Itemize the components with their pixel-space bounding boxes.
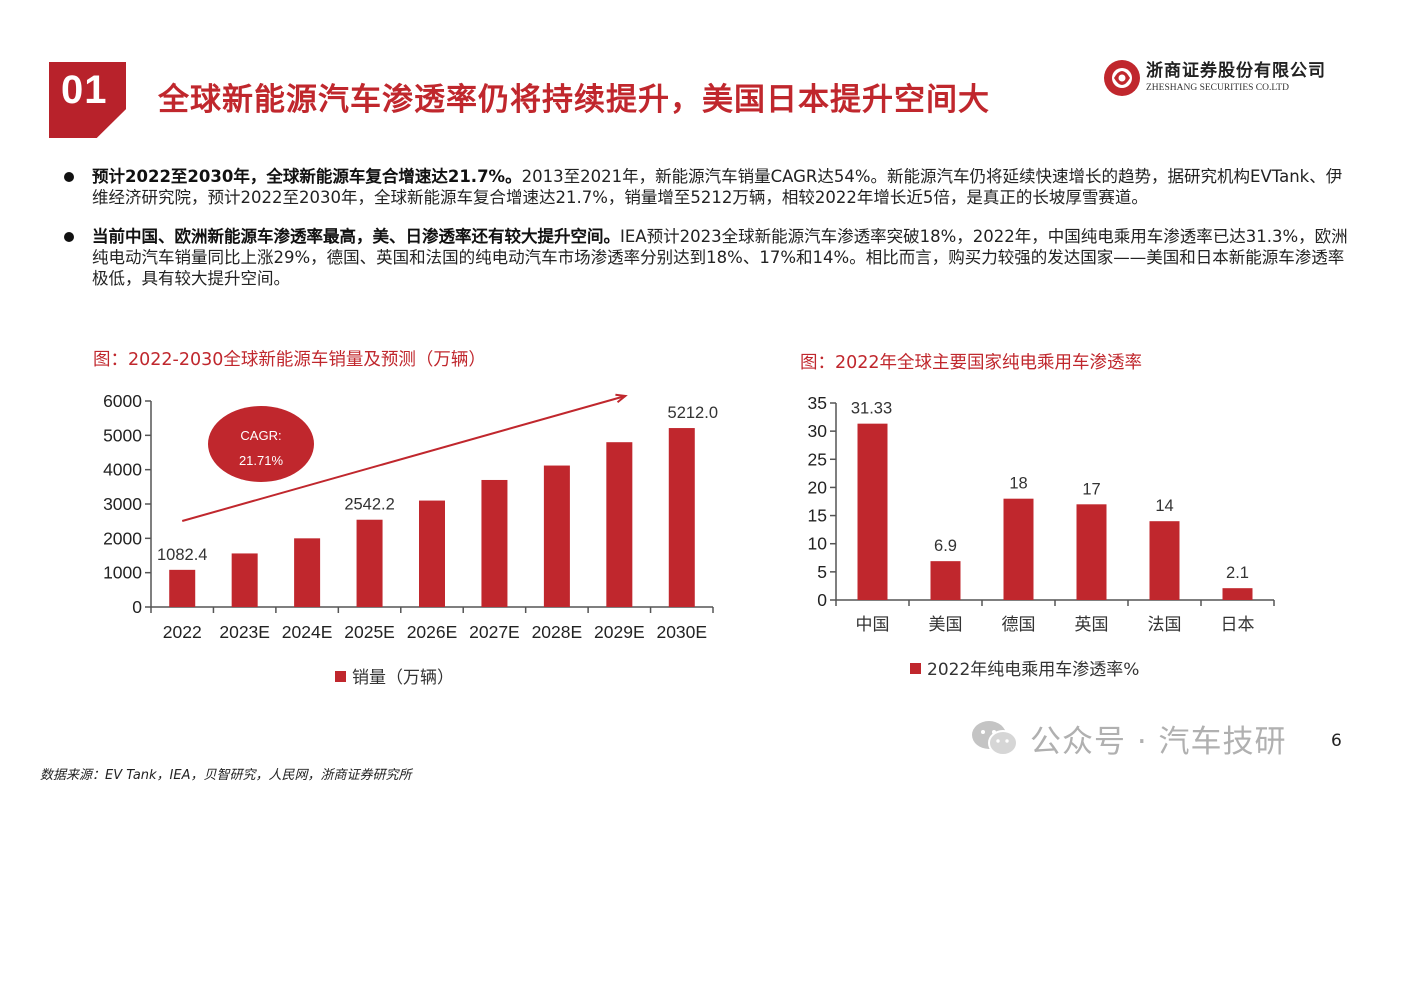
x-category-label: 2023E: [219, 622, 270, 642]
trend-arrow-line: [181, 395, 626, 522]
bar: [930, 561, 961, 600]
section-number: 01: [61, 68, 108, 112]
bullet-text: IEA预计2023全球新能源汽车渗透率突破18%，2022年，中国纯电乘用车渗透…: [92, 227, 1348, 288]
wechat-icon: [972, 721, 1018, 756]
y-tick-label: 20: [808, 477, 828, 497]
bar: [294, 538, 321, 607]
bar: [356, 519, 383, 607]
bullet-item: 预计2022至2030年，全球新能源车复合增速达21.7%。2013至2021年…: [60, 166, 1350, 208]
y-tick-label: 0: [817, 590, 827, 610]
legend-label: 2022年纯电乘用车渗透率%: [927, 660, 1140, 680]
cagr-label: CAGR:: [240, 428, 282, 443]
bar: [857, 423, 888, 600]
bar: [1003, 498, 1034, 600]
data-label: 17: [1082, 480, 1100, 498]
y-tick-label: 1000: [103, 563, 142, 583]
page-title: 全球新能源汽车渗透率仍将持续提升，美国日本提升空间大: [158, 82, 990, 118]
x-category-label: 2028E: [532, 622, 583, 642]
y-tick-label: 35: [808, 393, 827, 413]
chart-title-penetration: 图：2022年全球主要国家纯电乘用车渗透率: [800, 353, 1143, 373]
data-label: 5212.0: [668, 404, 718, 422]
legend-label: 销量（万辆）: [352, 668, 454, 688]
x-category-label: 2025E: [344, 622, 395, 642]
bar: [543, 465, 570, 607]
x-category-label: 2027E: [469, 622, 520, 642]
bar: [169, 569, 196, 607]
y-tick-label: 30: [808, 421, 828, 441]
sales-bar-chart: 0 1000 2000 3000 4000 5000 6000 2022 1082.4 2023E…: [103, 391, 718, 642]
data-label: 1082.4: [157, 546, 207, 564]
bar: [1076, 504, 1107, 600]
data-label: 14: [1155, 497, 1173, 515]
data-label: 18: [1009, 475, 1027, 493]
data-label: 31.33: [851, 400, 892, 418]
trend-arrow-head-icon: [615, 393, 628, 404]
legend-penetration: 2022年纯电乘用车渗透率%: [910, 655, 1139, 680]
x-category-label: 英国: [1075, 615, 1109, 635]
bar: [231, 553, 258, 607]
bar: [1222, 588, 1253, 600]
penetration-bar-chart: 0 5 10 15 20 25 30 35 中国 31.33 美国 6.9 德国 18 英国 17 法国 14 日本…: [808, 393, 1275, 635]
y-tick-label: 3000: [103, 494, 142, 514]
bar: [606, 442, 633, 607]
bullet-dot-icon: [64, 172, 74, 182]
y-tick-label: 5000: [103, 425, 142, 445]
x-category-label: 德国: [1002, 615, 1036, 635]
y-tick-label: 5: [817, 562, 827, 582]
bullet-item: 当前中国、欧洲新能源车渗透率最高，美、日渗透率还有较大提升空间。IEA预计202…: [60, 226, 1350, 289]
y-tick-label: 10: [808, 534, 828, 554]
bar: [419, 500, 445, 607]
logo-company-name: 浙商证券股份有限公司: [1146, 61, 1326, 81]
y-tick-label: 4000: [103, 460, 142, 480]
bullet-list: 预计2022至2030年，全球新能源车复合增速达21.7%。2013至2021年…: [60, 166, 1350, 307]
x-category-label: 2024E: [282, 622, 333, 642]
cagr-value: 21.71%: [238, 453, 284, 468]
bullet-heading: 预计2022至2030年，全球新能源车复合增速达21.7%。: [92, 167, 522, 186]
data-label: 2.1: [1226, 564, 1249, 582]
bar: [1149, 521, 1180, 600]
x-category-label: 法国: [1148, 615, 1182, 635]
y-tick-label: 25: [808, 449, 827, 469]
watermark-text: 公众号 · 汽车技研: [1030, 724, 1287, 760]
y-tick-label: 0: [132, 597, 142, 617]
section-number-badge: 01: [49, 62, 126, 138]
x-category-label: 2029E: [594, 622, 645, 642]
x-category-label: 2022: [163, 622, 202, 642]
page-number: 6: [1331, 731, 1342, 751]
y-tick-label: 15: [808, 506, 827, 526]
x-category-label: 日本: [1221, 615, 1255, 635]
cagr-annotation-bubble: CAGR: 21.71%: [208, 406, 314, 482]
x-category-label: 中国: [856, 615, 890, 635]
data-label: 6.9: [934, 537, 957, 555]
bullet-heading: 当前中国、欧洲新能源车渗透率最高，美、日渗透率还有较大提升空间。: [92, 227, 620, 246]
y-tick-label: 2000: [103, 528, 142, 548]
data-label: 2542.2: [344, 496, 394, 514]
x-category-label: 2030E: [656, 622, 707, 642]
legend-swatch: [335, 671, 346, 682]
bar: [668, 428, 695, 607]
zheshang-logo-icon: [1104, 60, 1140, 96]
legend-swatch: [910, 663, 921, 674]
bullet-text: 2013至2021年，新能源汽车销量CAGR达54%。新能源汽车仍将延续快速增长…: [92, 167, 1343, 207]
bullet-dot-icon: [64, 232, 74, 242]
chart-title-sales: 图：2022-2030全球新能源车销量及预测（万辆）: [93, 350, 486, 370]
data-source-note: 数据来源：EV Tank，IEA，贝智研究，人民网，浙商证券研究所: [40, 768, 412, 783]
x-category-label: 2026E: [407, 622, 458, 642]
y-tick-label: 6000: [103, 391, 142, 411]
bar: [481, 479, 508, 607]
legend-sales: 销量（万辆）: [335, 663, 454, 688]
logo-company-name-en: ZHESHANG SECURITIES CO.LTD: [1146, 83, 1289, 93]
x-category-label: 美国: [929, 615, 963, 635]
